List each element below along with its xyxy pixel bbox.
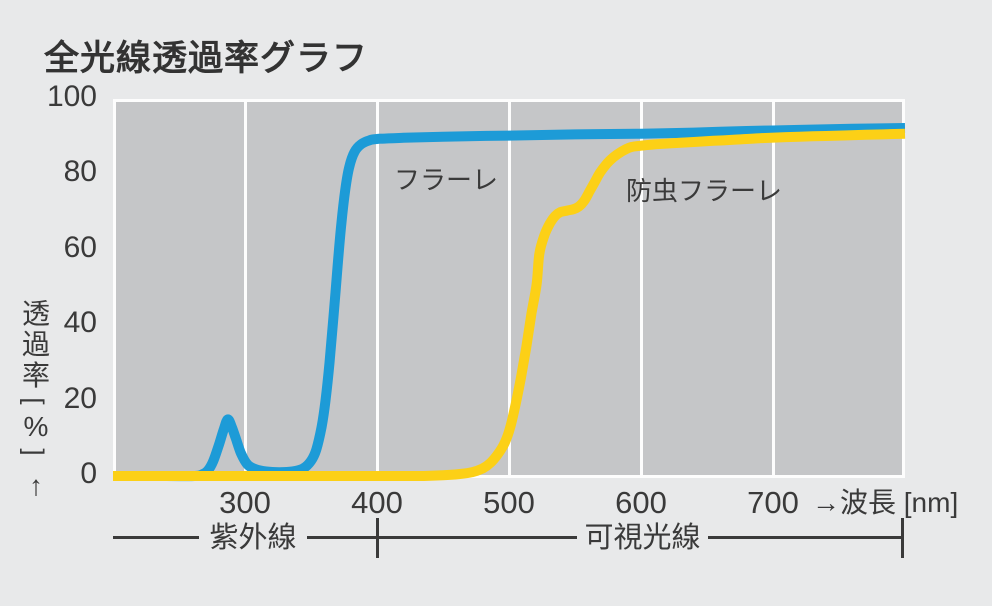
- up-arrow-icon: ↑: [29, 470, 43, 501]
- region-line-segment: [708, 536, 904, 539]
- gridline-500nm: [507, 102, 511, 475]
- region-end-tick: [901, 518, 904, 558]
- gridline-600nm: [639, 102, 643, 475]
- region-label-uv: 紫外線: [209, 522, 297, 554]
- y-axis-title-char: 過: [21, 329, 50, 360]
- region-boundary-tick: [376, 518, 379, 558]
- y-axis-unit-bracket-open: [: [19, 397, 50, 405]
- y-tick-label-0: 0: [80, 457, 97, 490]
- gridline-300nm: [243, 102, 247, 475]
- y-tick-label-80: 80: [63, 155, 97, 189]
- plot-area: [113, 99, 905, 478]
- gridline-700nm: [771, 102, 775, 475]
- x-tick-label-600: 600: [615, 485, 667, 520]
- region-line-segment: [307, 536, 577, 539]
- gridline-400nm: [375, 102, 379, 475]
- y-axis-title: 透 過 率 [ % ] ↑: [16, 298, 56, 501]
- y-tick-label-60: 60: [63, 230, 97, 264]
- region-line-segment: [113, 536, 199, 539]
- series-label-fullere: フラーレ: [394, 165, 499, 195]
- chart-title: 全光線透過率グラフ: [44, 39, 369, 78]
- y-axis-title-char: 率: [21, 360, 50, 391]
- y-axis-title-char: 透: [21, 298, 50, 329]
- x-tick-label-300: 300: [219, 485, 271, 520]
- y-tick-label-40: 40: [63, 306, 97, 340]
- y-axis-unit-bracket-close: ]: [19, 448, 50, 456]
- x-tick-label-400: 400: [351, 485, 403, 520]
- y-tick-label-20: 20: [63, 381, 97, 415]
- y-tick-label-100: 100: [46, 80, 97, 113]
- x-axis-unit-label: →波長 [nm]: [812, 487, 959, 518]
- x-tick-label-700: 700: [747, 485, 799, 520]
- region-label-visible: 可視光線: [584, 522, 701, 554]
- series-label-bochu: 防虫フラーレ: [626, 176, 783, 206]
- x-tick-label-500: 500: [483, 485, 535, 520]
- y-axis-unit: %: [23, 411, 49, 442]
